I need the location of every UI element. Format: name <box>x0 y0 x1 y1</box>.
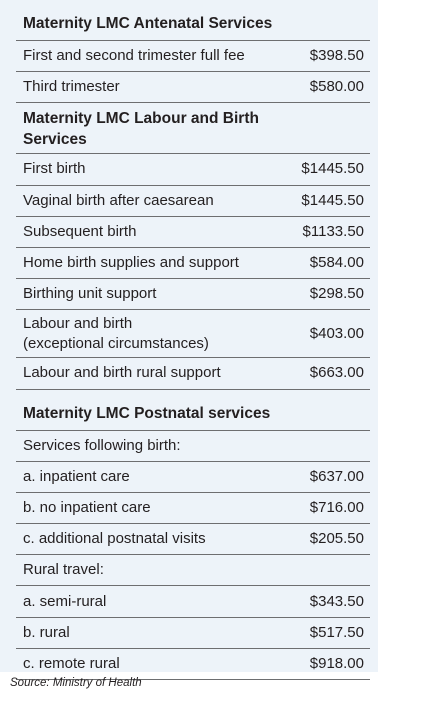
row-label: b. no inpatient care <box>23 498 151 518</box>
label-line: (exceptional circumstances) <box>23 334 209 352</box>
row-label: First birth <box>23 159 86 179</box>
row-label: Labour and birth (exceptional circumstanc… <box>23 314 209 354</box>
row-value: $1133.50 <box>302 222 364 240</box>
row-label: c. remote rural <box>23 654 120 674</box>
label-line: a. semi-rural <box>23 592 107 610</box>
section-header: Maternity LMC Postnatal services <box>16 390 370 431</box>
fee-row: a. semi-rural $343.50 <box>16 586 370 618</box>
header-line: Maternity LMC Antenatal Services <box>23 15 273 32</box>
fee-row: Rural travel: <box>16 555 370 587</box>
label-line: Third trimester <box>23 78 120 96</box>
fee-row: b. no inpatient care $716.00 <box>16 493 370 525</box>
label-line: Subsequent birth <box>23 222 137 240</box>
fee-row: a. inpatient care $637.00 <box>16 462 370 493</box>
row-label: First and second trimester full fee <box>23 46 245 66</box>
row-value: $1445.50 <box>301 191 364 209</box>
label-line: Labour and birth rural support <box>23 364 221 382</box>
label-line: Birthing unit support <box>23 285 157 303</box>
row-value: $584.00 <box>309 254 364 272</box>
row-value: $398.50 <box>309 47 364 65</box>
row-value: $1445.50 <box>301 160 364 178</box>
row-label: Labour and birth rural support <box>23 363 221 383</box>
fee-row: Birthing unit support $298.50 <box>16 279 370 311</box>
section-header: Maternity LMC Antenatal Services <box>16 0 370 41</box>
label-line: Labour and birth <box>23 314 133 332</box>
label-line: c. additional postnatal visits <box>23 530 206 548</box>
row-label: a. inpatient care <box>23 467 130 487</box>
row-value: $716.00 <box>309 498 364 516</box>
row-label: Home birth supplies and support <box>23 253 239 273</box>
label-line: First birth <box>23 160 86 178</box>
row-label: Subsequent birth <box>23 222 136 242</box>
label-line: b. rural <box>23 623 70 641</box>
row-label: a. semi-rural <box>23 592 106 612</box>
fee-row: Home birth supplies and support $584.00 <box>16 248 370 280</box>
label-line: Services following birth: <box>23 436 181 454</box>
row-label: Birthing unit support <box>23 284 156 304</box>
fee-row: Services following birth: <box>16 431 370 462</box>
label-line: a. inpatient care <box>23 467 130 485</box>
header-line: Maternity LMC Labour and Birth <box>23 110 259 128</box>
row-value: $298.50 <box>309 285 364 303</box>
row-label: Vaginal birth after caesarean <box>23 191 214 211</box>
fee-row: Third trimester $580.00 <box>16 72 370 104</box>
fee-row: b. rural $517.50 <box>16 618 370 649</box>
row-value: $205.50 <box>309 530 364 548</box>
fee-row: Labour and birth rural support $663.00 <box>16 358 370 390</box>
label-line: b. no inpatient care <box>23 498 151 516</box>
fee-row: Subsequent birth $1133.50 <box>16 217 370 248</box>
row-value: $517.50 <box>309 623 364 641</box>
row-value: $403.00 <box>309 324 364 342</box>
fee-table: Maternity LMC Antenatal Services First an… <box>16 0 370 680</box>
fee-row: First birth $1445.50 <box>16 154 370 186</box>
row-value: $663.00 <box>309 364 364 382</box>
source-note: Source: Ministry of Health <box>10 677 142 689</box>
label-line: First and second trimester full fee <box>23 47 245 65</box>
fee-row: c. additional postnatal visits $205.50 <box>16 524 370 556</box>
row-label: Rural travel: <box>23 560 104 580</box>
row-label: c. additional postnatal visits <box>23 529 206 549</box>
row-value: $343.50 <box>309 592 364 610</box>
row-value: $637.00 <box>309 467 364 485</box>
header-line: Maternity LMC Postnatal services <box>23 404 271 422</box>
row-value: $580.00 <box>309 78 364 96</box>
row-label: Services following birth: <box>23 436 181 456</box>
row-label: b. rural <box>23 623 70 643</box>
row-label: Third trimester <box>23 77 120 97</box>
fee-row: Labour and birth (exceptional circumstanc… <box>16 310 370 359</box>
fee-row: First and second trimester full fee $398.… <box>16 41 370 73</box>
label-line: Home birth supplies and support <box>23 254 239 272</box>
fee-row: Vaginal birth after caesarean $1445.50 <box>16 186 370 217</box>
label-line: Vaginal birth after caesarean <box>23 191 214 209</box>
fee-row: c. remote rural $918.00 <box>16 649 370 680</box>
row-value: $918.00 <box>309 654 364 672</box>
section-header: Maternity LMC Labour and Birth Services <box>16 103 370 155</box>
panel: Maternity LMC Antenatal Services First an… <box>0 0 378 680</box>
label-line: Rural travel: <box>23 561 104 579</box>
label-line: c. remote rural <box>23 654 120 672</box>
header-line: Services <box>23 131 87 149</box>
